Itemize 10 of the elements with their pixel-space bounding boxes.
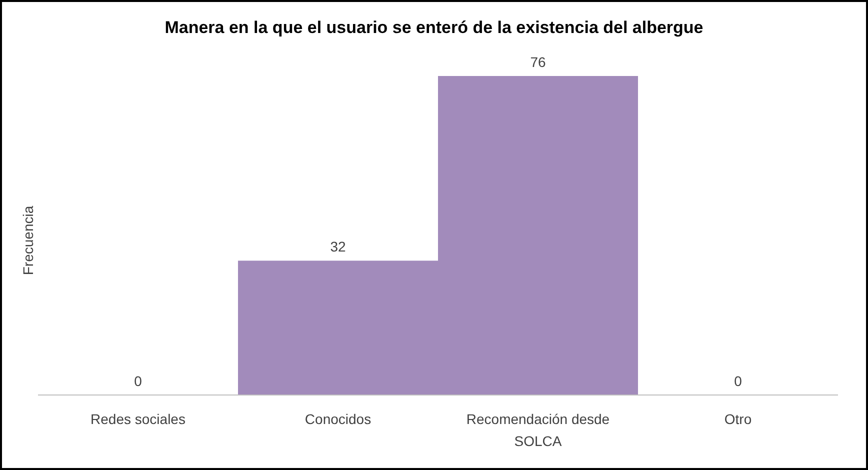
x-tick-label: Otro bbox=[724, 411, 752, 427]
y-axis-title: Frecuencia bbox=[20, 206, 36, 276]
data-label: 32 bbox=[330, 238, 346, 255]
x-tick-label: Redes sociales bbox=[90, 411, 186, 427]
data-label: 0 bbox=[134, 373, 142, 389]
x-tick-label: Recomendación desde SOLCA bbox=[466, 411, 610, 449]
data-label: 76 bbox=[530, 54, 546, 70]
x-tick-label: Conocidos bbox=[304, 411, 372, 427]
chart-title: Manera en la que el usuario se enteró de la existencia del albergue bbox=[164, 18, 704, 37]
data-label: 0 bbox=[734, 373, 742, 389]
